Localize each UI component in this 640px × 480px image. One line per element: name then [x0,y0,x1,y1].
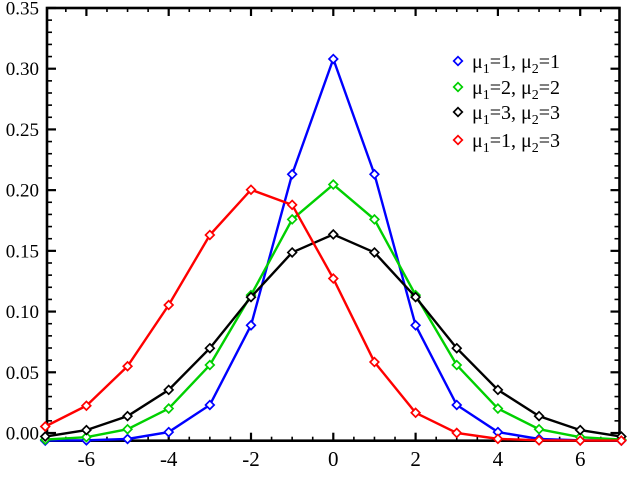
data-point-diamond-marker [286,168,298,180]
data-point-diamond-marker [245,291,257,303]
legend-item: μ1=1, μ2=3 [452,130,560,156]
axis-tick-labels: -6 -4 -2 0 2 4 6 0.00 0.05 0.10 0.15 0.20 0.25 0.30 0.… [6,0,586,471]
data-point-diamond-marker [533,410,545,422]
data-point-diamond-marker [80,400,92,412]
legend-item: μ1=1, μ2=1 [452,51,560,77]
data-point-diamond-marker [80,431,92,443]
data-point-diamond-marker [368,213,380,225]
legend-diamond-icon [452,134,464,146]
y-tick-label: 0.35 [6,0,39,19]
data-point-diamond-marker [327,179,339,191]
legend-diamond-icon [452,106,464,118]
data-point-diamond-marker [286,246,298,258]
data-point-diamond-marker [327,273,339,285]
y-tick-label: 0.30 [6,59,39,80]
data-point-diamond-marker [204,342,216,354]
data-point-diamond-marker [410,291,422,303]
data-point-diamond-marker [327,53,339,65]
data-point-diamond-marker [80,424,92,436]
data-point-diamond-marker [286,213,298,225]
data-point-diamond-marker [574,424,586,436]
legend: μ1=1, μ2=1μ1=2, μ2=2μ1=3, μ2=3μ1=1, μ2=3 [452,51,560,156]
legend-item: μ1=3, μ2=3 [452,102,560,128]
data-point-diamond-marker [122,423,134,435]
data-point-diamond-marker [163,426,175,438]
data-point-diamond-marker [574,435,586,447]
data-point-diamond-marker [451,399,463,411]
series-mu1-3-mu2-3 [39,228,627,443]
data-point-diamond-marker [492,403,504,415]
x-tick-label: 4 [493,447,504,471]
data-point-diamond-marker [533,434,545,446]
legend-label: μ1=1, μ2=3 [472,130,560,156]
data-point-diamond-marker [39,431,51,443]
data-point-diamond-marker [327,228,339,240]
y-tick-label: 0.15 [6,241,39,262]
data-point-diamond-marker [286,199,298,211]
data-point-diamond-marker [492,433,504,445]
data-point-diamond-marker [163,299,175,311]
legend-item: μ1=2, μ2=2 [452,77,560,103]
legend-label: μ1=2, μ2=2 [472,77,560,103]
data-point-diamond-marker [163,384,175,396]
x-tick-label: -2 [242,447,260,471]
plot-frame [45,6,621,443]
x-tick-label: 0 [328,447,339,471]
y-tick-label: 0.20 [6,181,39,202]
y-tick-label: 0.10 [6,302,39,323]
legend-label: μ1=1, μ2=1 [472,51,560,77]
y-tick-label: 0.05 [6,363,39,384]
data-point-diamond-marker [492,384,504,396]
data-point-diamond-marker [245,184,257,196]
legend-diamond-icon [452,81,464,93]
data-point-diamond-marker [368,246,380,258]
data-point-diamond-marker [245,319,257,331]
y-tick-label: 0.25 [6,120,39,141]
y-tick-label: 0.00 [6,424,39,445]
data-point-diamond-marker [204,359,216,371]
data-point-diamond-marker [122,360,134,372]
data-point-diamond-marker [204,229,216,241]
x-tick-label: -4 [160,447,178,471]
series-mu1-1-mu2-3 [39,184,627,447]
x-tick-label: 6 [575,447,586,471]
data-point-diamond-marker [122,410,134,422]
x-tick-label: 2 [410,447,421,471]
x-tick-label: -6 [78,447,96,471]
data-point-diamond-marker [533,423,545,435]
data-point-diamond-marker [368,356,380,368]
data-point-diamond-marker [410,407,422,419]
data-point-diamond-marker [451,427,463,439]
data-point-diamond-marker [451,342,463,354]
data-point-diamond-marker [368,168,380,180]
data-point-diamond-marker [163,403,175,415]
data-point-diamond-marker [451,359,463,371]
legend-diamond-icon [452,55,464,67]
data-point-diamond-marker [204,399,216,411]
data-point-diamond-marker [615,435,627,447]
data-point-diamond-marker [410,319,422,331]
data-point-diamond-marker [122,433,134,445]
data-point-diamond-marker [39,420,51,433]
legend-label: μ1=3, μ2=3 [472,102,560,128]
